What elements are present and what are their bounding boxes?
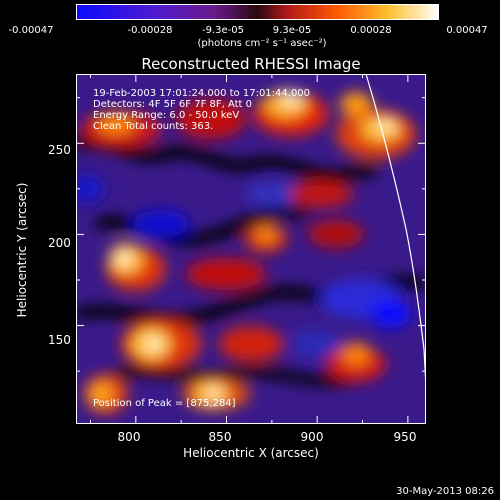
info-clean-counts: Clean Total counts: 363. (93, 121, 214, 132)
y-tick-label: 250 (48, 143, 71, 157)
image-blobs (76, 90, 426, 414)
colorbar (76, 4, 439, 20)
info-detectors: Detectors: 4F 5F 6F 7F 8F, Att 0 (93, 99, 253, 110)
y-tick-label: 150 (48, 333, 71, 347)
x-tick-label: 900 (300, 430, 324, 444)
peak-position-label: Position of Peak = [875,284] (93, 398, 236, 409)
colorbar-tick-label: -0.00047 (8, 25, 54, 36)
colorbar-frame (76, 4, 439, 20)
plot-title: Reconstructed RHESSI Image (141, 55, 361, 73)
info-overlay: 19-Feb-2003 17:01:24.000 to 17:01:44.000… (93, 88, 310, 132)
colorbar-tick-label: 9.3e-05 (272, 25, 312, 36)
colorbar-gradient (76, 4, 439, 20)
colorbar-tick-label: 0.00047 (446, 25, 488, 36)
x-tick-label: 800 (117, 430, 141, 444)
timestamp: 30-May-2013 08:26 (396, 486, 494, 497)
x-tick-label: 950 (393, 430, 417, 444)
colorbar-tick-label: -9.3e-05 (202, 25, 244, 36)
y-axis-label: Heliocentric Y (arcsec) (15, 182, 29, 318)
info-energy-range: Energy Range: 6.0 - 50.0 keV (93, 110, 240, 121)
colorbar-tick-label: -0.00028 (127, 25, 173, 36)
x-tick-label: 850 (208, 430, 232, 444)
colorbar-tick-label: 0.00028 (350, 25, 392, 36)
rhessi-image-plot (76, 74, 426, 424)
colorbar-unit-label: (photons cm⁻² s⁻¹ asec⁻²) (197, 38, 327, 49)
info-time-range: 19-Feb-2003 17:01:24.000 to 17:01:44.000 (93, 88, 311, 99)
solar-limb-line (365, 74, 426, 398)
y-tick-label: 200 (48, 236, 71, 250)
plot-frame (76, 74, 426, 424)
x-axis-label: Heliocentric X (arcsec) (183, 446, 319, 460)
